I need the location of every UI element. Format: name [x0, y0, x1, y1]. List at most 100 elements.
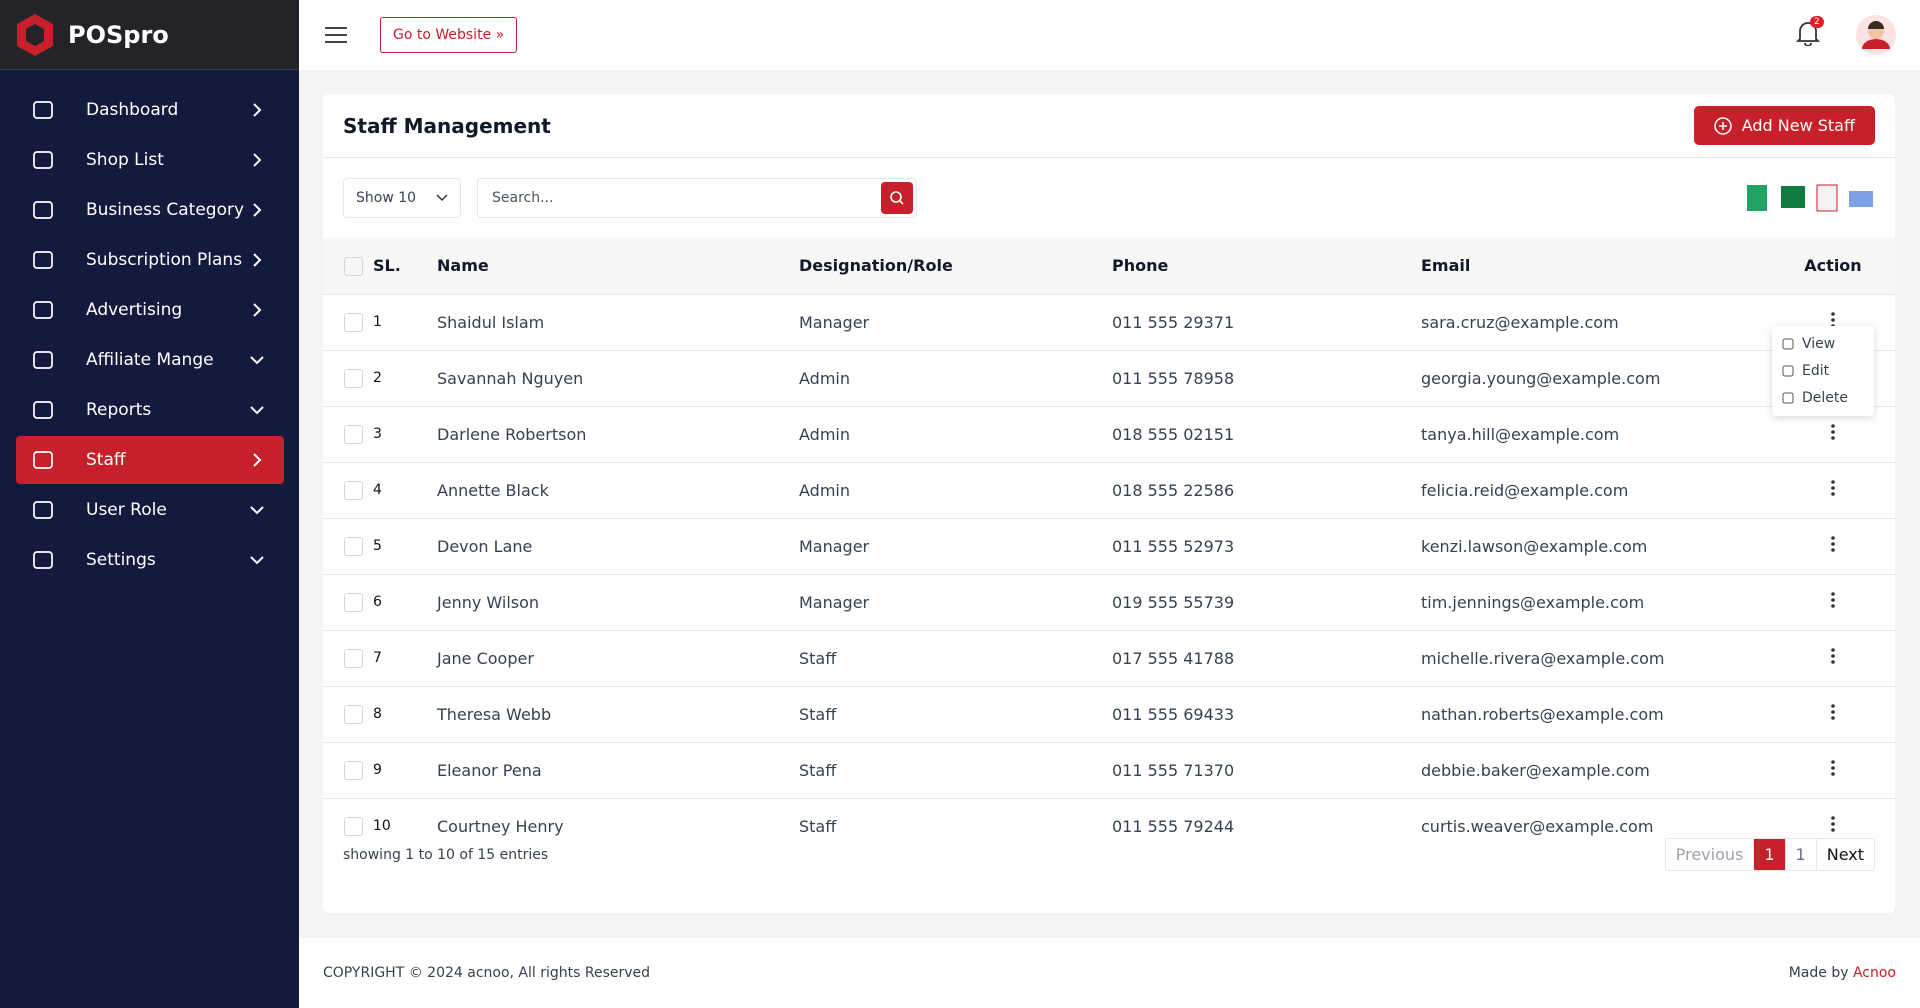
column-header: Phone	[1111, 238, 1420, 294]
cell: Jenny Wilson	[436, 573, 798, 630]
page-button[interactable]: 1	[1784, 839, 1816, 870]
checkbox[interactable]	[344, 761, 363, 780]
menu-label: Settings	[86, 550, 156, 570]
website-label: Go to Website	[393, 27, 492, 43]
checkbox[interactable]	[344, 537, 363, 556]
logo	[17, 13, 53, 56]
menu-icon	[33, 501, 53, 519]
cell: Admin	[798, 461, 1111, 518]
top-bar: Go to Website » 2	[299, 0, 1920, 70]
action-item[interactable]: Delete	[1772, 384, 1874, 411]
menu-item[interactable]: User Role	[16, 486, 284, 534]
cell	[323, 461, 372, 518]
header-cell	[323, 238, 372, 294]
cell: tim.jennings@example.com	[1420, 573, 1771, 630]
action-label: View	[1802, 335, 1836, 352]
menu-item[interactable]: Subscription Plans	[16, 236, 284, 284]
action-dots[interactable]	[1830, 423, 1836, 441]
show-label: Show 10	[356, 190, 417, 206]
cell	[1771, 461, 1895, 518]
checkbox[interactable]	[344, 369, 363, 388]
website-button[interactable]: Go to Website »	[380, 17, 518, 53]
menu-icon	[33, 151, 53, 169]
action-icon	[1782, 338, 1794, 349]
search-placeholder: Search...	[492, 190, 554, 206]
cell: 5	[372, 517, 436, 574]
copyright: COPYRIGHT © 2024 acnoo, All rights Reser…	[323, 965, 651, 981]
table-row: 10 Courtney Henry Staff 011 555 79244 curtis…	[323, 797, 1895, 854]
chevron	[250, 356, 264, 365]
search-button[interactable]	[881, 182, 913, 214]
action-dots[interactable]	[1830, 647, 1836, 665]
cell: Staff	[798, 685, 1111, 742]
author[interactable]: Acnoo	[1852, 965, 1896, 981]
cell: Courtney Henry	[436, 797, 798, 854]
checkbox[interactable]	[344, 481, 363, 500]
column-header: SL.	[372, 238, 436, 294]
brand-name: POSpro	[68, 20, 169, 49]
page-button[interactable]: Next	[1815, 839, 1874, 870]
action-item[interactable]: View	[1772, 330, 1874, 357]
checkbox[interactable]	[344, 256, 363, 276]
cell: 011 555 71370	[1111, 741, 1420, 798]
show-select[interactable]: Show 10	[343, 178, 461, 218]
menu-icon	[33, 251, 53, 269]
menu-item[interactable]: Settings	[16, 536, 284, 584]
summary: showing 1 to 10 of 15 entries	[343, 846, 549, 863]
page-button[interactable]: 1	[1753, 839, 1785, 870]
export-icons[interactable]	[1745, 183, 1875, 213]
checkbox[interactable]	[344, 313, 363, 332]
cell: 018 555 02151	[1111, 405, 1420, 462]
table-row: 4 Annette Black Admin 018 555 22586 felicia.…	[323, 461, 1895, 518]
action-label: Edit	[1802, 362, 1830, 379]
add-button[interactable]: Add New Staff	[1693, 106, 1875, 145]
cell: Savannah Nguyen	[436, 349, 798, 406]
action-dots[interactable]	[1830, 815, 1836, 833]
cell: Admin	[798, 349, 1111, 406]
column-header: Action	[1771, 238, 1895, 294]
action-dots[interactable]	[1830, 479, 1836, 497]
cell: nathan.roberts@example.com	[1420, 685, 1771, 742]
cell: Jane Cooper	[436, 629, 798, 686]
chevron	[250, 506, 264, 515]
cell: sara.cruz@example.com	[1420, 293, 1771, 350]
cell: curtis.weaver@example.com	[1420, 797, 1771, 854]
checkbox[interactable]	[344, 817, 363, 837]
sidebar: POSpro Dashboard Shop List Business Catego…	[0, 0, 299, 1008]
search-box[interactable]: Search...	[477, 178, 917, 218]
avatar[interactable]	[1856, 15, 1896, 55]
menu-toggle[interactable]	[325, 27, 347, 43]
cell	[323, 629, 372, 686]
cell: debbie.baker@example.com	[1420, 741, 1771, 798]
cell	[323, 741, 372, 798]
menu-item[interactable]: Advertising	[16, 286, 284, 334]
checkbox[interactable]	[344, 593, 363, 612]
menu-item[interactable]: Business Category	[16, 186, 284, 234]
checkbox[interactable]	[344, 705, 363, 724]
menu-item[interactable]: Dashboard	[16, 86, 284, 134]
page-button[interactable]: Previous	[1675, 845, 1744, 864]
cell: Theresa Webb	[436, 685, 798, 742]
action-dots[interactable]	[1830, 591, 1836, 609]
cell: Shaidul Islam	[436, 293, 798, 350]
action-item[interactable]: Edit	[1772, 357, 1874, 384]
checkbox[interactable]	[344, 649, 363, 668]
action-dots[interactable]	[1830, 703, 1836, 721]
checkbox[interactable]	[344, 425, 363, 444]
cell: Eleanor Pena	[436, 741, 798, 798]
menu-item[interactable]: Staff	[16, 436, 284, 484]
action-dots[interactable]	[1830, 535, 1836, 553]
notifications[interactable]: 2	[1795, 16, 1824, 50]
cell: tanya.hill@example.com	[1420, 405, 1771, 462]
menu: Dashboard Shop List Business Category Subsc…	[16, 86, 284, 586]
menu-item[interactable]: Shop List	[16, 136, 284, 184]
action-dots[interactable]	[1830, 759, 1836, 777]
menu-item[interactable]: Affiliate Mange	[16, 336, 284, 384]
menu-label: Affiliate Mange	[86, 350, 214, 370]
cell: 019 555 55739	[1111, 573, 1420, 630]
menu-item[interactable]: Reports	[16, 386, 284, 434]
cell: Annette Black	[436, 461, 798, 518]
cell: 011 555 78958	[1111, 349, 1420, 406]
cell: georgia.young@example.com	[1420, 349, 1771, 406]
cell	[323, 349, 372, 406]
